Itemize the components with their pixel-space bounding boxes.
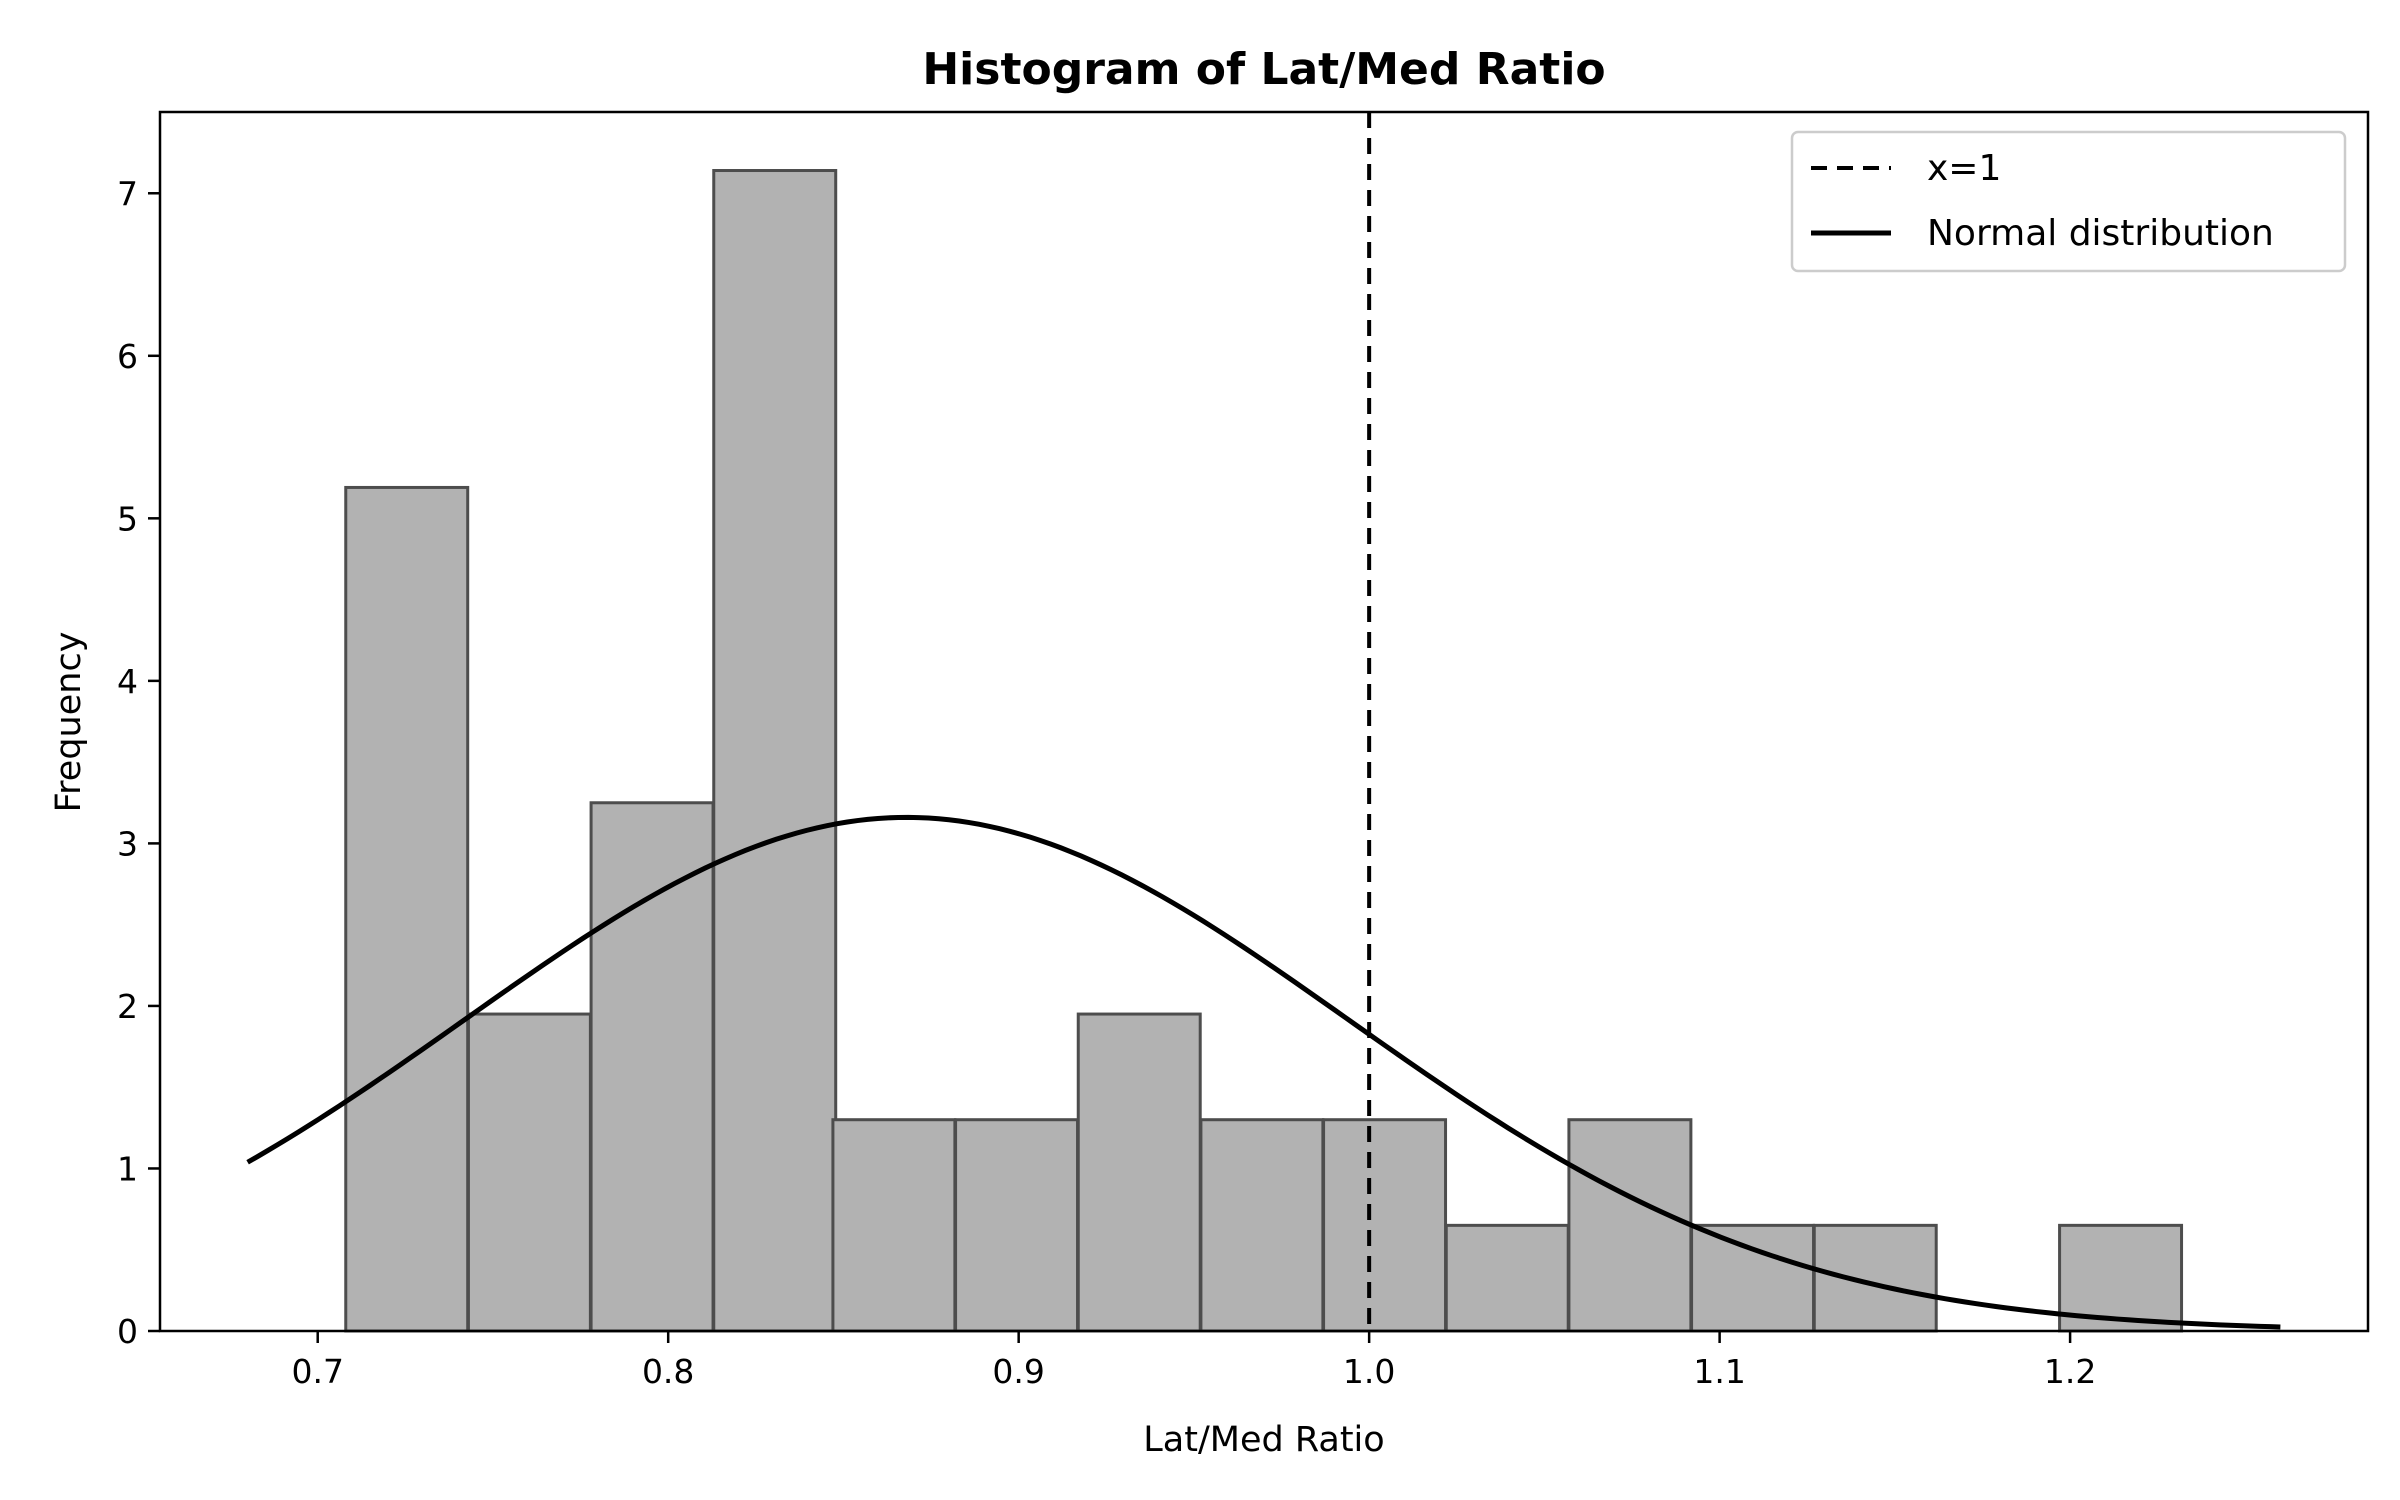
legend-box xyxy=(1790,130,2347,273)
histogram-bar-0 xyxy=(344,485,470,1333)
x-tick-label-2: 0.9 xyxy=(992,1352,1044,1391)
y-tick-label-0: 0 xyxy=(117,1312,138,1351)
x-axis-ticks: 0.7 0.8 0.9 1.0 1.1 1.2 xyxy=(291,1331,2096,1391)
x-axis-label: Lat/Med Ratio xyxy=(1143,1420,1384,1460)
histogram-bar-1 xyxy=(466,1012,592,1333)
histogram-bar-2 xyxy=(589,801,715,1333)
x-tick-label-1: 0.8 xyxy=(642,1352,694,1391)
x-tick-label-5: 1.2 xyxy=(2044,1352,2096,1391)
x-tick-label-3: 1.0 xyxy=(1343,1352,1395,1391)
y-tick-label-1: 1 xyxy=(117,1149,138,1188)
histogram-bar-10 xyxy=(1567,1118,1693,1333)
y-tick-label-2: 2 xyxy=(117,987,138,1026)
histogram-bar-9 xyxy=(1444,1223,1570,1333)
chart-title: Histogram of Lat/Med Ratio xyxy=(922,44,1605,95)
normal-distribution-curve xyxy=(246,814,2281,1330)
histogram-bar-5 xyxy=(954,1118,1080,1333)
y-tick-label-6: 6 xyxy=(117,337,138,376)
histogram-bar-12 xyxy=(1812,1223,1938,1333)
legend-label-vline: x=1 xyxy=(1927,148,2001,189)
x-tick-label-0: 0.7 xyxy=(291,1352,343,1391)
histogram-bar-14 xyxy=(2058,1223,2184,1333)
y-axis-ticks: 0 1 2 3 4 5 6 7 xyxy=(117,174,160,1351)
y-tick-label-4: 4 xyxy=(117,662,138,701)
histogram-bar-11 xyxy=(1690,1223,1816,1333)
plot-frame xyxy=(158,110,2370,1333)
legend: x=1 Normal distribution xyxy=(1790,130,2347,273)
y-tick-label-3: 3 xyxy=(117,824,138,863)
histogram-bar-4 xyxy=(831,1118,957,1333)
histogram-bar-3 xyxy=(712,169,838,1333)
histogram-bar-8 xyxy=(1322,1118,1448,1333)
y-tick-label-5: 5 xyxy=(117,499,138,538)
y-axis-label: Frequency xyxy=(49,632,89,813)
histogram-bar-7 xyxy=(1199,1118,1325,1333)
x-tick-label-4: 1.1 xyxy=(1693,1352,1745,1391)
y-tick-label-7: 7 xyxy=(117,174,138,213)
histogram-bars xyxy=(344,169,2184,1333)
histogram-bar-6 xyxy=(1076,1012,1202,1333)
legend-label-normal: Normal distribution xyxy=(1927,213,2274,254)
